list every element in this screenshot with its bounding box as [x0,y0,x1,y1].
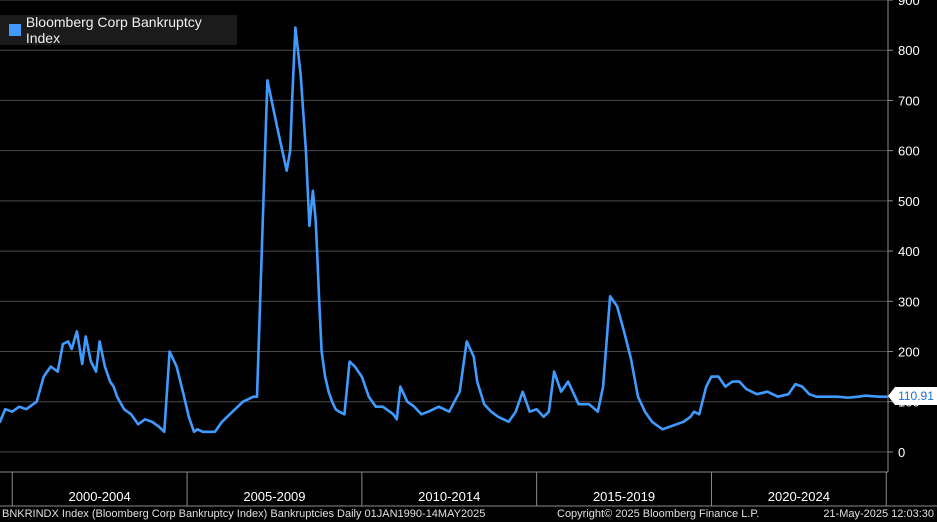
y-tick-label-300: 300 [898,294,920,309]
x-group-label-4: 2020-2024 [768,489,830,504]
footer-copyright: Copyright© 2025 Bloomberg Finance L.P. [557,508,760,520]
legend-swatch [9,24,21,36]
y-tick-label-200: 200 [898,344,920,359]
y-tick-label-900: 900 [898,0,920,8]
footer-timestamp: 21-May-2025 12:03:30 [823,508,934,520]
last-value-badge: 110.91 [888,387,937,405]
footer: BNKRINDX Index (Bloomberg Corp Bankruptc… [0,506,937,522]
y-tick-label-600: 600 [898,144,920,159]
y-tick-label-400: 400 [898,244,920,259]
x-axis: 2000-2004 2005-2009 2010-2014 2015-2019 2020… [0,471,937,507]
legend-label: Bloomberg Corp Bankruptcy Index [25,14,202,46]
footer-ticker-info: BNKRINDX Index (Bloomberg Corp Bankruptc… [2,508,486,520]
series-line-0 [0,26,888,434]
gridlines [0,0,888,453]
legend: Bloomberg Corp Bankruptcy Index [0,14,237,46]
y-tick-label-500: 500 [898,194,920,209]
y-tick-label-700: 700 [898,93,920,108]
x-group-label-0: 2000-2004 [69,489,131,504]
x-group-label-2: 2010-2014 [418,489,480,504]
y-axis: 0100200300400500600700800900 [887,0,920,472]
x-group-label-1: 2005-2009 [243,489,305,504]
x-group-label-3: 2015-2019 [593,489,655,504]
y-tick-label-0: 0 [898,445,905,460]
y-tick-label-800: 800 [898,43,920,58]
series-layer [0,26,888,434]
